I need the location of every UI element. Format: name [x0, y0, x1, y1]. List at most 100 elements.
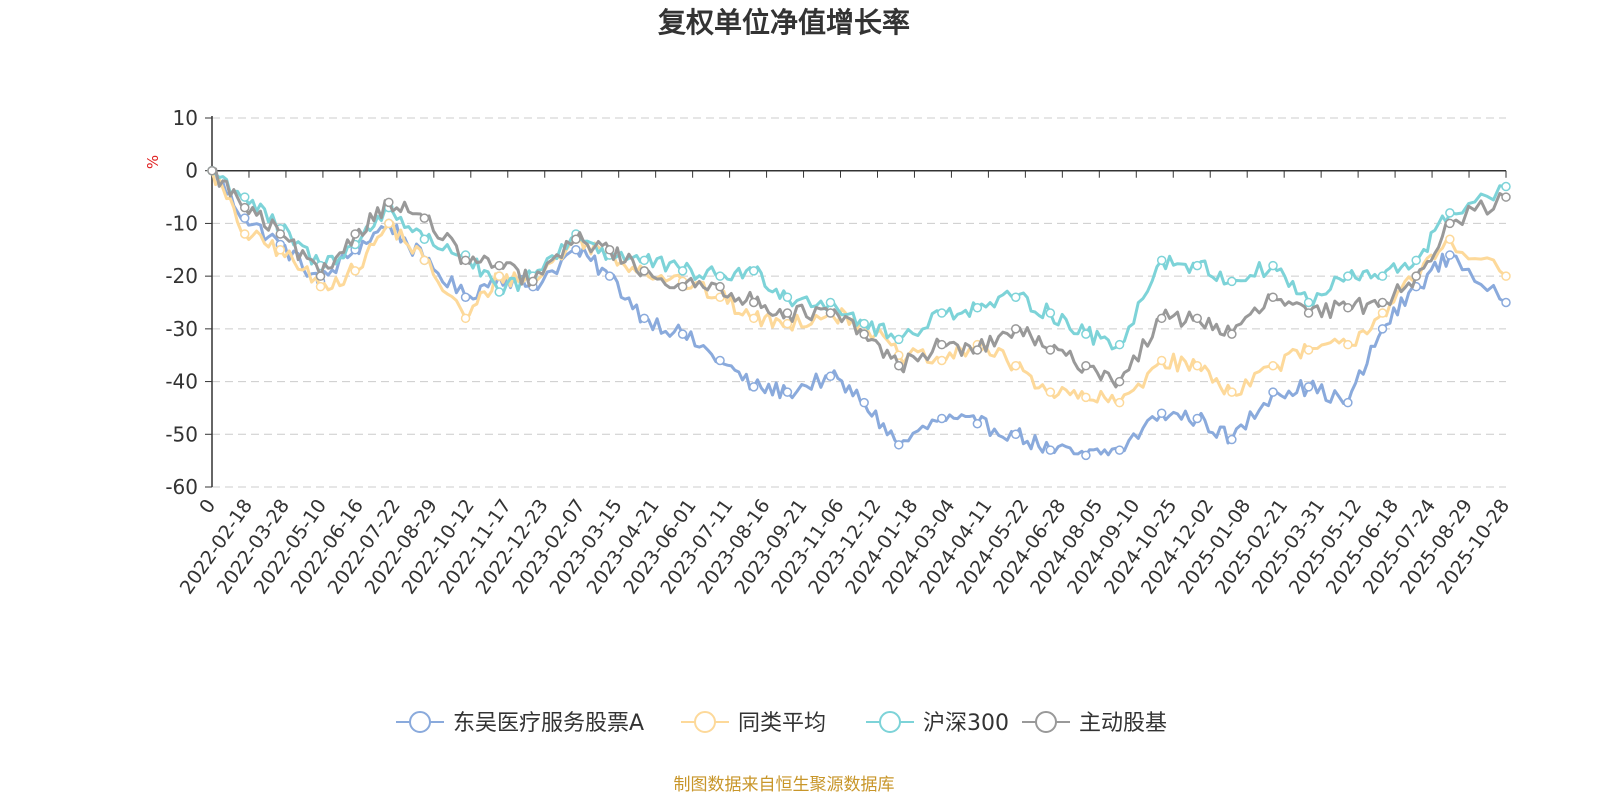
data-point	[859, 318, 869, 329]
data-point	[1445, 218, 1455, 229]
data-point	[239, 229, 250, 239]
y-tick-label: 10	[173, 106, 198, 130]
data-point	[894, 334, 904, 345]
data-point	[1227, 434, 1237, 445]
y-tick-label: -60	[165, 475, 198, 499]
data-point	[460, 313, 471, 324]
data-point	[1303, 308, 1314, 318]
data-point	[1343, 339, 1353, 350]
data-point	[1501, 192, 1511, 202]
data-point	[571, 234, 581, 244]
data-point	[1156, 408, 1167, 418]
data-point	[1501, 297, 1511, 308]
data-point	[350, 229, 360, 239]
data-point	[494, 271, 504, 281]
data-point	[782, 387, 793, 397]
data-point	[1268, 292, 1278, 302]
data-point	[639, 266, 650, 276]
y-tick-label: -10	[165, 211, 198, 235]
data-point	[1411, 271, 1421, 281]
legend-marker-icon	[694, 711, 716, 733]
plot-area	[207, 165, 1511, 461]
y-tick-label: -20	[165, 264, 198, 288]
data-point	[1303, 345, 1314, 355]
legend-label: 东吴医疗服务股票A	[453, 711, 644, 736]
data-point	[1045, 445, 1056, 455]
source-note: 制图数据来自恒生聚源数据库	[674, 775, 895, 795]
series-3	[207, 165, 1511, 389]
data-point	[715, 355, 725, 366]
data-point	[1081, 329, 1091, 339]
data-point	[1377, 308, 1388, 318]
data-point	[419, 213, 430, 223]
data-point	[494, 260, 504, 271]
data-point	[1156, 355, 1167, 366]
data-point	[315, 271, 326, 281]
legend-item-2[interactable]: 沪深300	[866, 711, 1009, 736]
data-point	[677, 281, 688, 292]
data-point	[1445, 234, 1455, 244]
legend-label: 同类平均	[738, 711, 826, 736]
data-point	[894, 361, 904, 371]
data-point	[604, 245, 615, 255]
legend[interactable]: 东吴医疗服务股票A 同类平均 沪深300 主动股基	[396, 711, 1167, 736]
data-point	[972, 303, 983, 313]
data-point	[859, 329, 869, 339]
data-point	[748, 382, 759, 392]
data-point	[1192, 361, 1202, 371]
data-point	[1227, 276, 1237, 287]
data-point	[384, 218, 394, 229]
data-point	[1268, 260, 1278, 271]
data-point	[207, 165, 217, 176]
data-point	[639, 313, 650, 324]
data-point	[715, 271, 725, 281]
data-point	[1227, 329, 1237, 339]
data-point	[419, 234, 430, 244]
data-point	[715, 281, 725, 292]
data-point	[1377, 324, 1388, 334]
data-point	[782, 308, 793, 318]
legend-item-0[interactable]: 东吴医疗服务股票A	[396, 711, 644, 736]
data-point	[1045, 387, 1056, 397]
data-point	[748, 297, 759, 308]
data-point	[275, 245, 286, 255]
data-point	[748, 266, 759, 276]
series-0	[207, 165, 1511, 461]
data-point	[972, 345, 983, 355]
data-point	[1268, 361, 1278, 371]
data-point	[239, 202, 250, 213]
x-tick-label: 0	[195, 495, 220, 518]
chart-title: 复权单位净值增长率	[658, 6, 910, 39]
legend-marker-icon	[409, 711, 431, 733]
data-point	[1156, 313, 1167, 324]
legend-item-3[interactable]: 主动股基	[1022, 711, 1167, 736]
data-point	[1114, 397, 1125, 408]
data-point	[894, 440, 904, 450]
data-point	[1377, 271, 1388, 281]
data-point	[494, 287, 504, 297]
data-point	[825, 371, 836, 382]
data-point	[1501, 271, 1511, 281]
data-point	[1156, 255, 1167, 266]
data-point	[315, 281, 326, 292]
data-point	[677, 266, 688, 276]
y-tick-label: 0	[185, 159, 198, 183]
y-tick-label: -40	[165, 370, 198, 394]
data-point	[825, 297, 836, 308]
legend-item-1[interactable]: 同类平均	[681, 711, 826, 736]
series-2	[207, 165, 1511, 351]
data-point	[677, 329, 688, 339]
data-point	[460, 255, 471, 266]
data-point	[1445, 250, 1455, 260]
data-point	[1343, 397, 1353, 408]
data-point	[972, 418, 983, 429]
data-point	[1411, 255, 1421, 266]
data-point	[604, 271, 615, 281]
data-point	[1010, 361, 1021, 371]
y-tick-label: -30	[165, 317, 198, 341]
data-point	[1445, 208, 1455, 218]
data-point	[384, 197, 394, 208]
data-point	[1010, 324, 1021, 334]
data-point	[1114, 339, 1125, 350]
